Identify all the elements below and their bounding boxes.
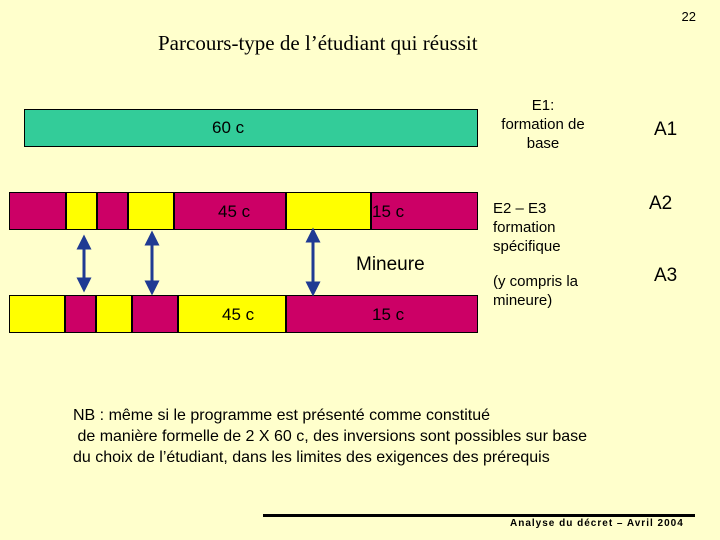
row2-label-15c: 15 c xyxy=(372,202,405,221)
bar-60c-label: 60 c xyxy=(212,118,245,137)
year-a1: A1 xyxy=(654,119,678,140)
bar-60c xyxy=(24,109,478,147)
row3-block-6 xyxy=(286,295,478,333)
row3-label-45c: 45 c xyxy=(222,305,255,324)
e2-line-2: formation xyxy=(493,219,556,236)
row2-block-7 xyxy=(371,192,478,230)
note-line-3: du choix de l’étudiant, dans les limites… xyxy=(73,449,550,466)
page-number: 22 xyxy=(681,9,696,24)
row3-block-3 xyxy=(96,295,132,333)
row3-label-15c: 15 c xyxy=(372,305,405,324)
row3-block-2 xyxy=(65,295,96,333)
e2-line-5: mineure) xyxy=(493,292,553,309)
row2-block-2 xyxy=(66,192,97,230)
e2-line-4: (y compris la xyxy=(493,273,579,290)
footer-divider xyxy=(263,514,695,517)
year-a3: A3 xyxy=(654,265,678,286)
year-a2: A2 xyxy=(649,193,673,214)
row2-block-3 xyxy=(97,192,128,230)
footer-text: Analyse du décret – Avril 2004 xyxy=(510,518,684,529)
row3-block-1 xyxy=(9,295,65,333)
e1-line-2: formation de xyxy=(501,116,585,133)
row3-block-5 xyxy=(178,295,286,333)
note-line-1: NB : même si le programme est présenté c… xyxy=(73,407,491,424)
note-line-2: de manière formelle de 2 X 60 c, des inv… xyxy=(73,428,588,445)
e2-line-1: E2 – E3 xyxy=(493,200,547,217)
slide-title: Parcours-type de l’étudiant qui réussit xyxy=(158,31,478,55)
e1-description: E1: formation de base xyxy=(483,96,603,153)
row2-block-4 xyxy=(128,192,174,230)
row2-block-6 xyxy=(286,192,371,230)
e1-line-3: base xyxy=(526,135,560,152)
row2-block-5 xyxy=(174,192,286,230)
mineure-label: Mineure xyxy=(356,254,425,275)
row2-block-1 xyxy=(9,192,66,230)
e1-line-1: E1: xyxy=(531,97,555,114)
e2-line-3: spécifique xyxy=(493,238,561,255)
note: NB : même si le programme est présenté c… xyxy=(73,405,693,468)
row3-block-4 xyxy=(132,295,178,333)
e2-description: E2 – E3 formation spécifique (y compris … xyxy=(493,199,623,310)
row2-label-45c: 45 c xyxy=(218,202,251,221)
